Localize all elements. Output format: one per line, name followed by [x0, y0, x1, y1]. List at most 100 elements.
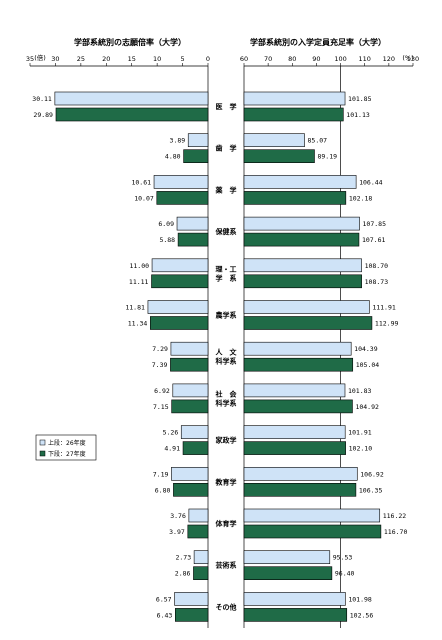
right-value-label-27: 112.99 — [375, 320, 399, 328]
left-bar-27 — [55, 107, 209, 122]
left-value-label-27: 10.07 — [134, 194, 154, 202]
right-bar-27 — [243, 107, 344, 122]
left-tick-label: 0 — [206, 55, 210, 63]
left-chart-title: 学部系統別の志願倍率（大学） — [74, 37, 186, 47]
right-value-label-27: 102.10 — [349, 445, 373, 453]
right-bar-26 — [243, 383, 346, 398]
left-value-label-26: 6.92 — [154, 387, 170, 395]
right-tick-label: 120 — [383, 55, 395, 63]
left-value-label-26: 11.81 — [125, 304, 145, 312]
left-value-label-27: 7.15 — [153, 403, 169, 411]
category-label: 家政学 — [216, 436, 237, 445]
left-bar-27 — [183, 149, 209, 163]
right-value-label-26: 106.44 — [359, 178, 383, 186]
legend-box — [35, 434, 97, 461]
left-tick-label: 10 — [153, 55, 161, 63]
category-label: 農学系 — [216, 311, 237, 320]
right-bar-26 — [243, 466, 358, 481]
right-value-label-26: 116.22 — [383, 512, 407, 520]
right-value-label-27: 102.56 — [350, 611, 374, 619]
right-bar-27 — [243, 274, 362, 289]
right-bar-27 — [243, 482, 357, 497]
left-value-label-26: 6.57 — [156, 595, 172, 603]
right-value-label-26: 101.83 — [348, 387, 372, 395]
right-unit-label: (%) — [402, 54, 413, 62]
category-label: 歯 学 — [216, 144, 237, 153]
right-bar-26 — [243, 258, 362, 273]
left-bar-26 — [172, 383, 209, 398]
right-value-label-26: 101.98 — [348, 595, 372, 603]
category-label: 芸術系 — [216, 561, 237, 570]
category-label-line: 農学系 — [216, 311, 237, 320]
right-value-label-27: 104.92 — [355, 403, 379, 411]
left-bar-27 — [150, 316, 209, 330]
category-label-line: 科学系 — [216, 357, 237, 366]
right-bar-27 — [243, 149, 315, 163]
right-bar-27 — [243, 399, 353, 414]
right-value-label-26: 108.70 — [365, 262, 389, 270]
right-bar-26 — [243, 592, 346, 606]
left-bar-27 — [151, 274, 209, 289]
right-tick-label: 80 — [288, 55, 296, 63]
right-bar-27 — [243, 357, 354, 372]
category-label-line: 体育学 — [216, 519, 237, 528]
left-value-label-26: 3.76 — [170, 512, 186, 520]
category-label-line: 社 会 — [215, 389, 238, 398]
right-bar-27 — [243, 608, 348, 622]
category-label: 社 会科学系 — [215, 389, 238, 407]
left-bar-26 — [153, 175, 209, 189]
category-label: 体育学 — [216, 519, 237, 528]
left-value-label-26: 2.73 — [175, 554, 191, 562]
right-value-label-26: 111.91 — [372, 304, 396, 312]
category-label-line: 家政学 — [216, 436, 237, 445]
left-value-label-27: 11.34 — [128, 320, 148, 328]
right-value-label-27: 116.70 — [384, 528, 408, 536]
category-label-line: その他 — [216, 602, 237, 611]
right-bar-26 — [243, 133, 305, 147]
right-tick-label: 70 — [264, 55, 272, 63]
right-value-label-26: 95.53 — [333, 554, 353, 562]
right-value-label-26: 101.85 — [348, 95, 372, 103]
legend: 上段：26年度 下段：27年度 — [35, 434, 97, 461]
left-bar-26 — [193, 550, 209, 565]
left-value-label-26: 7.19 — [153, 470, 169, 478]
category-label-line: 人 文 — [216, 348, 238, 357]
left-bar-26 — [187, 133, 209, 147]
left-tick-label: 25 — [77, 55, 85, 63]
category-label-line: 保健系 — [215, 227, 237, 236]
left-tick-label: 30 — [51, 55, 59, 63]
right-tick-label: 100 — [334, 55, 346, 63]
right-tick-label: 130 — [407, 55, 419, 63]
right-bar-27 — [243, 316, 373, 330]
category-label-line: 理・工 — [216, 264, 237, 273]
right-tick-label: 90 — [312, 55, 320, 63]
left-bar-26 — [188, 508, 209, 523]
right-value-label-27: 89.19 — [317, 153, 337, 161]
legend-label-27: 下段：27年度 — [48, 450, 86, 458]
left-value-label-27: 29.89 — [33, 111, 53, 119]
category-label-line: 薬 学 — [215, 185, 237, 194]
left-bar-26 — [170, 341, 209, 356]
right-value-label-26: 85.07 — [308, 137, 328, 145]
left-tick-label: 15 — [128, 55, 136, 63]
category-label-line: 教育学 — [215, 477, 237, 486]
left-tick-label: 20 — [102, 55, 110, 63]
right-bar-27 — [243, 191, 347, 205]
right-tick-label: 110 — [359, 55, 371, 63]
category-label: 医 学 — [216, 102, 237, 111]
category-label: 理・工学 系 — [216, 264, 237, 282]
right-tick-label: 60 — [240, 55, 248, 63]
right-bar-26 — [243, 216, 360, 231]
left-value-label-26: 5.26 — [163, 429, 179, 437]
category-label: 保健系 — [215, 227, 237, 236]
right-bar-27 — [243, 441, 346, 455]
left-value-label-27: 2.86 — [175, 570, 191, 578]
right-value-label-27: 96.40 — [335, 570, 355, 578]
left-bar-27 — [182, 441, 209, 455]
left-bar-27 — [174, 608, 209, 622]
left-bar-26 — [151, 258, 209, 273]
right-chart-title: 学部系統別の入学定員充足率（大学） — [250, 37, 386, 47]
right-value-label-27: 107.61 — [362, 236, 386, 244]
category-label-line: 芸術系 — [216, 561, 237, 570]
